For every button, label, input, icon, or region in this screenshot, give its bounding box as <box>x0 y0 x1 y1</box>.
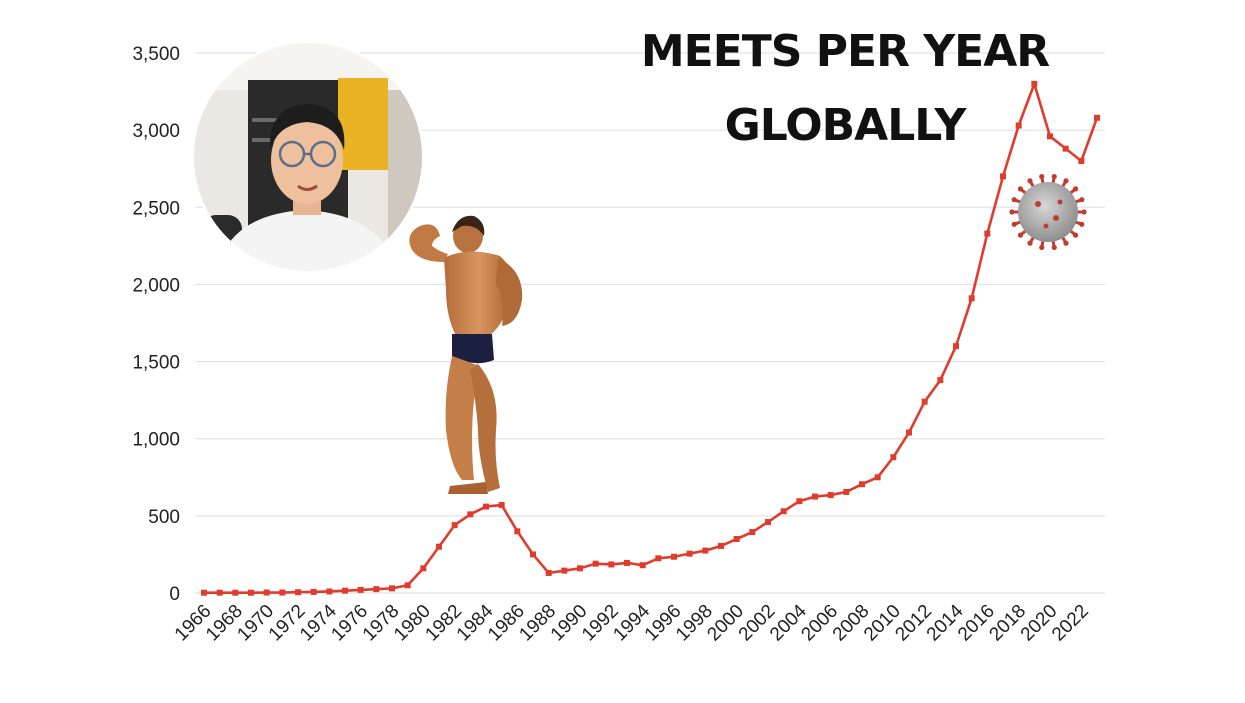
data-point <box>545 569 552 576</box>
data-point <box>483 503 489 510</box>
data-point <box>232 589 239 596</box>
data-point <box>608 561 615 568</box>
y-tick-label: 0 <box>169 584 180 605</box>
flexing-bodybuilder-icon <box>409 215 523 494</box>
data-point <box>310 588 317 595</box>
data-point <box>968 295 975 302</box>
data-point <box>906 429 912 436</box>
data-point <box>765 519 771 526</box>
data-point <box>984 230 991 237</box>
y-axis-ticks: 0 500 1,000 1,500 2,000 2,500 3,000 3,500 <box>132 44 180 605</box>
y-tick-label: 500 <box>148 507 180 528</box>
y-tick-label: 3,500 <box>132 44 180 65</box>
data-point <box>295 589 301 596</box>
data-series <box>201 80 1100 596</box>
data-point <box>921 398 928 405</box>
y-tick-label: 2,000 <box>132 275 180 296</box>
data-point <box>671 553 677 560</box>
data-point <box>1015 122 1022 129</box>
webcam-inset <box>192 41 424 273</box>
x-axis-ticks: 1966196819701972197419761978198019821984… <box>171 600 1093 645</box>
data-point <box>514 528 521 535</box>
y-tick-label: 1,500 <box>132 353 180 374</box>
data-point <box>796 498 803 505</box>
data-point <box>389 585 395 592</box>
data-point <box>373 586 380 593</box>
data-point <box>530 551 536 558</box>
data-point <box>874 474 881 481</box>
y-tick-label: 2,500 <box>132 198 180 219</box>
data-point <box>859 481 865 488</box>
x-tick-label: 2022 <box>1048 601 1093 646</box>
data-point <box>357 586 364 593</box>
data-point <box>686 550 693 557</box>
data-point <box>733 536 740 542</box>
data-point <box>843 488 850 495</box>
chart-title-line-1: MEETS PER YEAR <box>641 26 1049 77</box>
data-point <box>702 547 709 554</box>
data-point <box>326 588 333 595</box>
data-point <box>451 522 458 529</box>
data-point <box>1078 158 1085 164</box>
data-point <box>248 589 254 596</box>
data-point <box>953 343 959 350</box>
data-point <box>624 559 630 566</box>
data-point <box>780 508 787 515</box>
data-point <box>1000 173 1006 180</box>
data-point <box>749 529 756 536</box>
data-point <box>639 562 646 569</box>
data-point <box>718 542 724 549</box>
data-point <box>279 589 286 596</box>
data-point <box>827 492 834 499</box>
data-point <box>592 560 599 567</box>
data-point <box>467 511 474 518</box>
data-point <box>436 543 442 550</box>
chart-title-line-2: GLOBALLY <box>725 100 968 151</box>
data-point <box>1094 114 1100 121</box>
data-point <box>812 493 818 500</box>
y-tick-label: 1,000 <box>132 430 180 451</box>
data-point <box>655 555 662 562</box>
data-point <box>937 377 944 384</box>
y-tick-label: 3,000 <box>132 121 180 142</box>
data-point <box>201 589 207 596</box>
coronavirus-icon <box>1009 173 1087 251</box>
data-point <box>216 589 223 596</box>
data-point <box>1062 145 1069 152</box>
data-point <box>890 454 897 461</box>
data-point <box>498 502 505 509</box>
data-point <box>577 565 583 572</box>
series-line <box>204 82 1099 594</box>
data-point <box>263 589 270 596</box>
data-point <box>561 567 568 574</box>
data-point <box>1031 80 1038 87</box>
data-point <box>420 565 427 572</box>
data-point <box>1047 133 1053 140</box>
data-point <box>342 587 348 594</box>
data-point <box>404 582 411 589</box>
